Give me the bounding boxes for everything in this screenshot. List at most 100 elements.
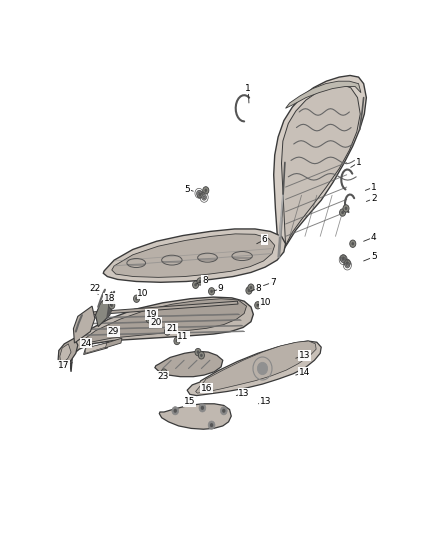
Circle shape: [210, 290, 213, 293]
Circle shape: [208, 288, 215, 295]
Circle shape: [351, 242, 354, 245]
PathPatch shape: [286, 81, 361, 108]
PathPatch shape: [103, 229, 286, 282]
Circle shape: [346, 261, 349, 265]
Circle shape: [109, 302, 115, 309]
Circle shape: [339, 209, 346, 216]
PathPatch shape: [105, 338, 122, 348]
Text: 10: 10: [259, 298, 271, 308]
PathPatch shape: [80, 325, 243, 330]
Circle shape: [110, 304, 113, 307]
PathPatch shape: [74, 306, 95, 343]
PathPatch shape: [198, 259, 217, 260]
Text: 5: 5: [184, 184, 190, 193]
Text: 24: 24: [80, 338, 92, 348]
Circle shape: [350, 240, 356, 247]
Circle shape: [205, 189, 207, 192]
Text: 14: 14: [299, 368, 310, 377]
PathPatch shape: [70, 297, 253, 372]
Circle shape: [340, 255, 346, 262]
Circle shape: [203, 196, 205, 199]
Circle shape: [254, 302, 261, 309]
Text: 5: 5: [371, 252, 377, 261]
Text: 1: 1: [245, 84, 251, 93]
Circle shape: [161, 369, 167, 376]
Circle shape: [256, 304, 259, 307]
Circle shape: [146, 316, 152, 323]
Text: 9: 9: [218, 285, 223, 293]
Circle shape: [166, 330, 169, 333]
PathPatch shape: [155, 351, 223, 377]
Circle shape: [222, 409, 226, 413]
Text: 15: 15: [184, 397, 196, 406]
Text: 8: 8: [202, 276, 208, 285]
PathPatch shape: [112, 234, 275, 277]
Text: 2: 2: [371, 194, 377, 203]
Circle shape: [345, 262, 350, 268]
PathPatch shape: [196, 341, 316, 393]
Circle shape: [220, 407, 227, 415]
Text: 1: 1: [371, 183, 377, 191]
Circle shape: [176, 340, 178, 343]
Text: 21: 21: [166, 324, 177, 333]
Circle shape: [198, 352, 205, 359]
Circle shape: [341, 211, 344, 214]
Circle shape: [200, 354, 203, 357]
Circle shape: [203, 187, 209, 194]
PathPatch shape: [58, 338, 78, 367]
Circle shape: [201, 406, 204, 410]
Text: 13: 13: [260, 397, 272, 406]
Text: 13: 13: [298, 351, 310, 360]
Circle shape: [164, 328, 170, 335]
Text: 4: 4: [371, 232, 377, 241]
Text: 23: 23: [157, 372, 168, 381]
Circle shape: [199, 404, 206, 412]
PathPatch shape: [82, 319, 241, 324]
Circle shape: [135, 297, 138, 301]
Text: 29: 29: [107, 327, 119, 336]
Text: 19: 19: [146, 310, 157, 319]
Circle shape: [250, 286, 252, 289]
Circle shape: [346, 264, 348, 266]
PathPatch shape: [84, 314, 240, 318]
Circle shape: [134, 295, 140, 302]
Circle shape: [199, 280, 201, 283]
Circle shape: [197, 190, 201, 196]
Circle shape: [195, 349, 201, 356]
Circle shape: [162, 371, 166, 374]
PathPatch shape: [60, 344, 71, 365]
Circle shape: [345, 207, 347, 210]
Text: 17: 17: [57, 361, 69, 370]
Text: 22: 22: [90, 285, 101, 293]
Text: 13: 13: [238, 389, 250, 398]
PathPatch shape: [78, 331, 245, 336]
Circle shape: [210, 423, 213, 427]
PathPatch shape: [162, 261, 182, 263]
Circle shape: [258, 362, 268, 375]
Circle shape: [342, 259, 344, 261]
Text: 6: 6: [261, 235, 268, 244]
Circle shape: [199, 193, 201, 196]
Circle shape: [197, 350, 199, 354]
Circle shape: [246, 287, 252, 294]
Circle shape: [248, 284, 254, 292]
Circle shape: [208, 421, 215, 429]
PathPatch shape: [95, 292, 114, 327]
PathPatch shape: [282, 84, 360, 245]
Text: 1: 1: [356, 158, 361, 167]
Text: 16: 16: [201, 384, 212, 393]
PathPatch shape: [127, 264, 145, 265]
Circle shape: [173, 409, 177, 413]
PathPatch shape: [187, 341, 321, 395]
PathPatch shape: [85, 343, 107, 353]
Circle shape: [197, 191, 203, 198]
PathPatch shape: [159, 404, 231, 429]
Text: 8: 8: [255, 284, 261, 293]
Circle shape: [198, 192, 200, 195]
Circle shape: [174, 337, 180, 345]
PathPatch shape: [84, 342, 108, 354]
Circle shape: [342, 257, 345, 260]
Circle shape: [193, 281, 199, 288]
Circle shape: [344, 260, 350, 266]
PathPatch shape: [232, 257, 252, 259]
